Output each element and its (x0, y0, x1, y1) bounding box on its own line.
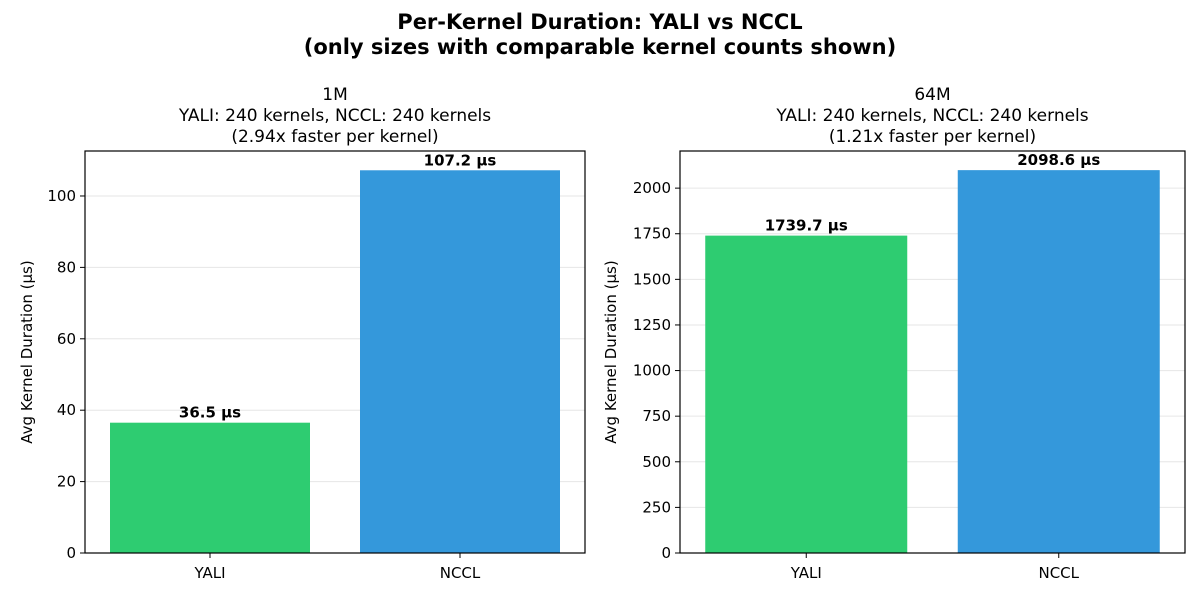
y-axis-label: Avg Kernel Duration (µs) (18, 260, 36, 443)
bar-nccl (360, 170, 560, 553)
y-tick-label: 40 (57, 401, 76, 419)
y-tick-label: 0 (661, 544, 671, 562)
x-tick-label: NCCL (440, 564, 481, 582)
y-tick-label: 750 (642, 407, 671, 425)
figure-title-line-1: Per-Kernel Duration: YALI vs NCCL (397, 10, 802, 34)
y-tick-label: 1250 (633, 316, 671, 334)
x-tick-label: YALI (790, 564, 822, 582)
subplot-title-line: YALI: 240 kernels, NCCL: 240 kernels (775, 106, 1088, 126)
y-tick-label: 2000 (633, 179, 671, 197)
y-tick-label: 1000 (633, 362, 671, 380)
subplot-title-line: 64M (914, 85, 950, 105)
y-axis-label: Avg Kernel Duration (µs) (602, 260, 620, 443)
subplot-title-line: YALI: 240 kernels, NCCL: 240 kernels (178, 106, 491, 126)
y-tick-label: 60 (57, 330, 76, 348)
y-tick-label: 20 (57, 473, 76, 491)
y-tick-label: 1500 (633, 270, 671, 288)
bar-value-label: 107.2 µs (424, 151, 497, 169)
bar-value-label: 2098.6 µs (1017, 151, 1100, 169)
y-tick-label: 1750 (633, 225, 671, 243)
x-tick-label: NCCL (1038, 564, 1079, 582)
bar-yali (110, 422, 310, 553)
bar-value-label: 36.5 µs (179, 404, 241, 422)
bar-value-label: 1739.7 µs (765, 217, 848, 235)
bar-nccl (957, 170, 1160, 554)
y-tick-label: 100 (47, 187, 76, 205)
axes-frame (84, 150, 586, 554)
y-tick-label: 500 (642, 453, 671, 471)
subplot-title-line: (2.94x faster per kernel) (231, 127, 438, 147)
figure-title-line-2: (only sizes with comparable kernel count… (304, 35, 896, 59)
y-tick-label: 250 (642, 498, 671, 516)
axes-frame (679, 150, 1186, 554)
x-tick-label: YALI (193, 564, 225, 582)
y-tick-label: 0 (66, 544, 76, 562)
bar-yali (705, 235, 908, 553)
subplot-title-line: (1.21x faster per kernel) (829, 127, 1036, 147)
y-tick-label: 80 (57, 258, 76, 276)
subplot-title-line: 1M (322, 85, 347, 105)
